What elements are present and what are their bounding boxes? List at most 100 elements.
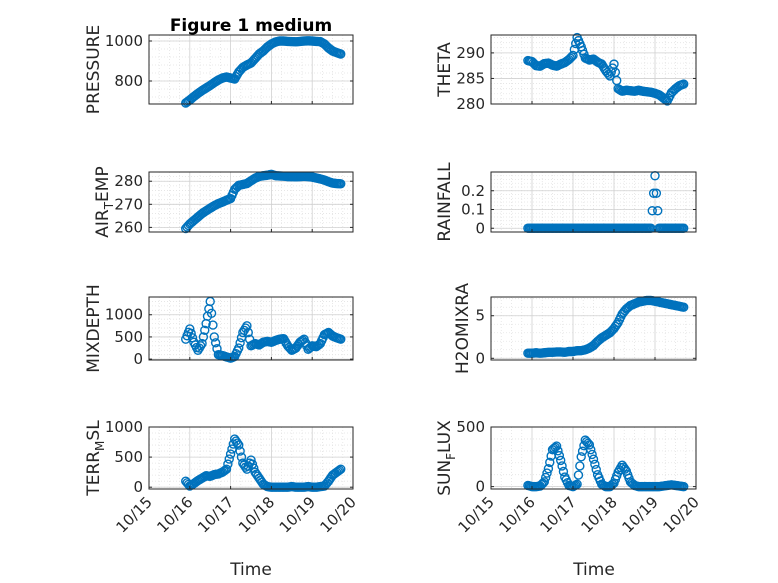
data-point — [565, 53, 575, 63]
x-tick-label: 10/20 — [317, 493, 360, 536]
y-tick-label: 285 — [456, 69, 485, 87]
data-point — [206, 308, 217, 318]
y-tick-label: 0.1 — [461, 201, 485, 219]
x-tick-label: 10/18 — [235, 493, 278, 536]
data-point — [577, 446, 588, 456]
y-tick-label: 500 — [114, 328, 143, 346]
data-point — [296, 336, 307, 346]
data-point — [220, 465, 230, 475]
data-point — [551, 441, 562, 451]
data-point — [540, 472, 551, 483]
data-point — [612, 471, 622, 481]
data-point — [612, 319, 622, 330]
data-point — [224, 353, 234, 363]
data-point — [219, 466, 229, 476]
data-point — [231, 436, 241, 446]
data-point — [651, 188, 662, 198]
figure-title: Figure 1 medium — [170, 16, 332, 36]
data-point — [620, 464, 630, 474]
data-point — [208, 320, 218, 330]
y-axis-label: PRESSURE — [84, 25, 104, 114]
y-axis-label: SUNFLUX — [435, 420, 458, 496]
data-point — [194, 343, 205, 353]
data-point — [249, 463, 259, 473]
data-point — [587, 449, 597, 460]
data-point — [648, 188, 659, 198]
axes-box — [490, 426, 697, 490]
data-point — [209, 332, 219, 342]
y-tick-label: 290 — [456, 44, 485, 62]
data-point — [195, 341, 206, 351]
data-point — [588, 454, 599, 464]
y-tick-label: 5 — [475, 307, 485, 325]
data-point — [581, 437, 592, 447]
x-tick-label: 10/16 — [153, 493, 196, 536]
y-tick-label: 280 — [456, 95, 485, 113]
x-tick-label: 10/16 — [496, 493, 539, 536]
axes-box — [148, 296, 354, 361]
y-axis-label: THETA — [435, 42, 455, 98]
data-point — [612, 75, 622, 86]
data-point — [542, 468, 552, 478]
data-point — [607, 479, 618, 489]
y-tick-label: 0 — [475, 219, 485, 237]
data-point — [334, 178, 345, 189]
x-tick-label: 10/18 — [578, 493, 621, 536]
data-point — [223, 459, 233, 469]
data-point — [543, 464, 554, 474]
data-point — [568, 50, 578, 61]
x-axis-label-left: Time — [229, 560, 272, 580]
y-axis-label: RAINFALL — [435, 162, 455, 242]
y-axis-label: H2OMIXRA — [453, 283, 473, 374]
data-point — [575, 461, 585, 471]
y-tick-label: 270 — [114, 195, 143, 213]
y-tick-label: 500 — [114, 448, 143, 466]
data-point — [618, 462, 629, 472]
y-tick-label: 0 — [133, 478, 143, 496]
x-axis-label-right: Time — [572, 560, 615, 580]
y-tick-label: 800 — [114, 72, 143, 90]
data-point — [556, 455, 566, 466]
data-point — [591, 464, 601, 475]
x-tick-label: 10/17 — [537, 493, 580, 536]
data-point — [647, 206, 657, 216]
x-tick-label: 10/15 — [113, 493, 156, 536]
y-tick-label: 1000 — [105, 306, 143, 324]
y-tick-label: 500 — [456, 418, 485, 436]
subplot-rainfall: 00.10.2 RAINFALL — [435, 162, 697, 242]
data-point — [545, 457, 555, 468]
data-point — [198, 332, 209, 342]
data-point — [677, 79, 688, 90]
x-tick-label: 10/19 — [276, 493, 319, 536]
data-point — [333, 466, 343, 476]
axes-box — [490, 171, 697, 233]
axes-box — [490, 34, 697, 105]
axes-box — [148, 34, 354, 105]
data-point — [235, 338, 245, 348]
axes-box — [148, 426, 354, 490]
data-point — [232, 346, 243, 356]
data-point — [210, 338, 221, 348]
data-point — [228, 439, 239, 449]
y-tick-label: 0 — [475, 478, 485, 496]
data-point — [236, 452, 247, 462]
y-tick-label: 1000 — [105, 418, 143, 436]
y-tick-label: 0 — [133, 350, 143, 368]
data-point — [334, 465, 345, 475]
data-point — [590, 459, 600, 470]
data-point — [334, 334, 345, 344]
data-point — [606, 67, 616, 77]
data-point — [553, 446, 563, 456]
axes-box — [490, 296, 697, 361]
y-axis-label: AIRTEMP — [93, 166, 116, 237]
data-point — [573, 470, 584, 480]
y-tick-label: 0 — [475, 349, 485, 367]
data-point — [200, 325, 210, 335]
